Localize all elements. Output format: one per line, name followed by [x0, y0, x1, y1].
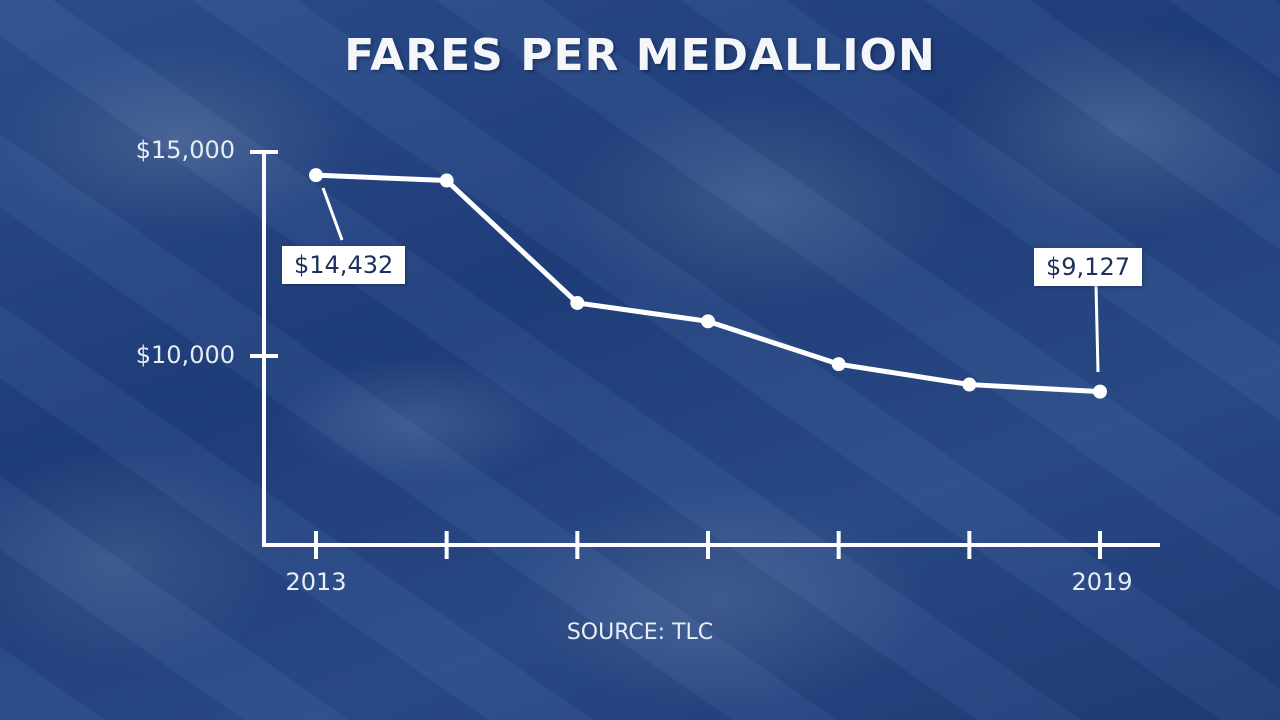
- data-point-2016: [701, 314, 715, 329]
- chart-axes: [250, 150, 1160, 547]
- callout-leader-lines: [321, 187, 1100, 373]
- series-line: [315, 172, 1101, 395]
- data-points: [309, 168, 1107, 399]
- data-point-2017: [831, 357, 846, 372]
- x-ticks: [314, 531, 1102, 559]
- data-point-2018: [962, 377, 977, 392]
- y-tick-label-15000: $15,000: [135, 136, 235, 164]
- chart-title: FARES PER MEDALLION: [344, 30, 936, 81]
- callout-first-value: $14,432: [282, 246, 406, 284]
- data-point-2013: [309, 168, 323, 183]
- data-point-2019: [1093, 384, 1107, 399]
- x-tick-label-2013: 2013: [285, 568, 347, 596]
- data-point-2015: [570, 295, 585, 310]
- x-tick-label-2019: 2019: [1071, 568, 1133, 596]
- data-point-2014: [439, 173, 454, 188]
- source-note: SOURCE: TLC: [566, 620, 714, 645]
- y-tick-label-10000: $10,000: [135, 341, 235, 369]
- callout-last-value: $9,127: [1034, 248, 1142, 286]
